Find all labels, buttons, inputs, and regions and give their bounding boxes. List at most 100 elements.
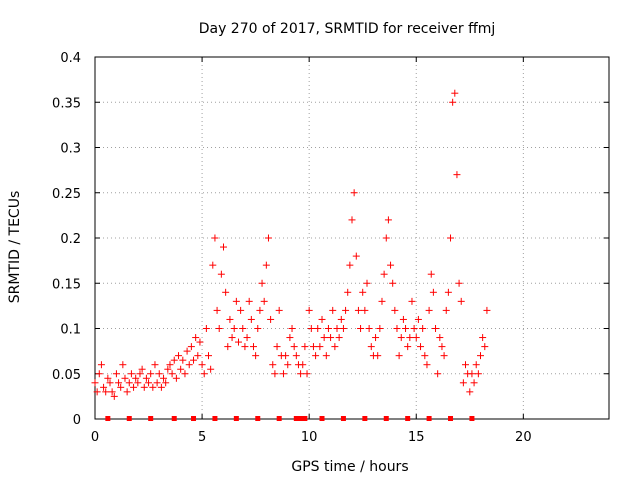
data-point bbox=[241, 343, 249, 351]
data-point bbox=[387, 261, 395, 269]
y-tick-label: 0 bbox=[73, 413, 81, 428]
data-point bbox=[376, 325, 384, 332]
data-point bbox=[292, 352, 300, 360]
data-point bbox=[327, 334, 335, 342]
y-tick-label: 0.15 bbox=[52, 277, 81, 292]
data-point bbox=[282, 352, 290, 360]
data-point bbox=[162, 379, 170, 387]
data-point bbox=[374, 352, 382, 360]
data-point bbox=[339, 325, 347, 332]
data-point bbox=[213, 306, 221, 314]
data-point bbox=[217, 270, 225, 278]
data-point bbox=[335, 334, 343, 342]
data-point bbox=[198, 361, 206, 369]
data-point bbox=[239, 325, 247, 332]
data-point bbox=[459, 379, 467, 387]
data-point bbox=[365, 325, 373, 332]
data-point bbox=[333, 325, 341, 332]
data-point bbox=[309, 343, 317, 351]
data-point bbox=[108, 388, 116, 396]
data-point bbox=[477, 352, 484, 360]
data-point bbox=[226, 315, 234, 323]
bottom-marker bbox=[319, 416, 325, 421]
data-point bbox=[183, 347, 191, 355]
data-point bbox=[307, 325, 315, 332]
data-point bbox=[264, 234, 272, 242]
data-point bbox=[97, 361, 105, 369]
data-point bbox=[145, 379, 153, 387]
data-points bbox=[91, 89, 491, 400]
data-point bbox=[220, 243, 227, 251]
data-point bbox=[453, 171, 461, 179]
data-point bbox=[468, 370, 476, 378]
data-point bbox=[230, 325, 238, 332]
y-tick-label: 0.3 bbox=[60, 142, 81, 157]
y-tick-labels: 0 0.05 0.1 0.15 0.2 0.25 0.3 0.35 0.4 bbox=[52, 51, 81, 428]
data-point bbox=[200, 370, 208, 378]
data-point bbox=[110, 392, 118, 400]
data-point bbox=[95, 370, 103, 378]
y-tick-label: 0.35 bbox=[52, 96, 81, 111]
bottom-markers bbox=[105, 416, 475, 421]
data-point bbox=[363, 279, 371, 287]
data-point bbox=[104, 374, 112, 382]
data-point bbox=[196, 338, 204, 346]
data-point bbox=[389, 279, 397, 287]
data-point bbox=[209, 261, 217, 269]
data-point bbox=[273, 343, 281, 351]
data-point bbox=[316, 343, 324, 351]
data-point bbox=[93, 388, 101, 396]
y-tick-label: 0.4 bbox=[60, 51, 81, 66]
chart-title: Day 270 of 2017, SRMTID for receiver ffm… bbox=[199, 21, 496, 37]
data-point bbox=[299, 361, 307, 369]
data-point bbox=[224, 343, 232, 351]
data-point bbox=[258, 279, 266, 287]
data-point bbox=[138, 365, 146, 373]
data-point bbox=[412, 334, 420, 342]
data-point bbox=[457, 297, 465, 305]
data-point bbox=[314, 325, 322, 332]
data-point bbox=[427, 270, 435, 278]
data-point bbox=[207, 365, 215, 373]
bottom-marker bbox=[148, 416, 154, 421]
data-point bbox=[190, 356, 198, 364]
data-point bbox=[117, 383, 125, 391]
data-point bbox=[185, 361, 193, 369]
data-point bbox=[354, 306, 362, 314]
data-point bbox=[434, 370, 442, 378]
data-point bbox=[357, 325, 365, 332]
data-point bbox=[367, 343, 375, 351]
data-point bbox=[215, 325, 223, 332]
data-point bbox=[455, 279, 463, 287]
data-point bbox=[175, 352, 183, 360]
bottom-marker bbox=[233, 416, 239, 421]
bottom-marker bbox=[293, 416, 299, 421]
data-point bbox=[318, 315, 326, 323]
data-point bbox=[447, 234, 455, 242]
data-point bbox=[359, 288, 367, 296]
data-point bbox=[288, 325, 296, 332]
data-point bbox=[102, 388, 110, 396]
data-point bbox=[166, 361, 174, 369]
bottom-marker bbox=[276, 416, 282, 421]
data-point bbox=[297, 370, 305, 378]
data-point bbox=[372, 334, 380, 342]
data-point bbox=[121, 374, 129, 382]
data-point bbox=[384, 216, 392, 224]
data-point bbox=[142, 374, 150, 382]
data-point bbox=[232, 297, 240, 305]
ticks bbox=[94, 56, 609, 420]
data-point bbox=[442, 306, 450, 314]
x-tick-label: 10 bbox=[301, 430, 318, 445]
data-point bbox=[179, 356, 187, 364]
data-point bbox=[269, 361, 277, 369]
data-point bbox=[344, 288, 352, 296]
data-point bbox=[245, 297, 253, 305]
data-point bbox=[361, 306, 369, 314]
data-point bbox=[164, 365, 172, 373]
data-point bbox=[346, 261, 354, 269]
data-point bbox=[228, 334, 236, 342]
data-point bbox=[153, 379, 161, 387]
data-point bbox=[481, 343, 489, 351]
